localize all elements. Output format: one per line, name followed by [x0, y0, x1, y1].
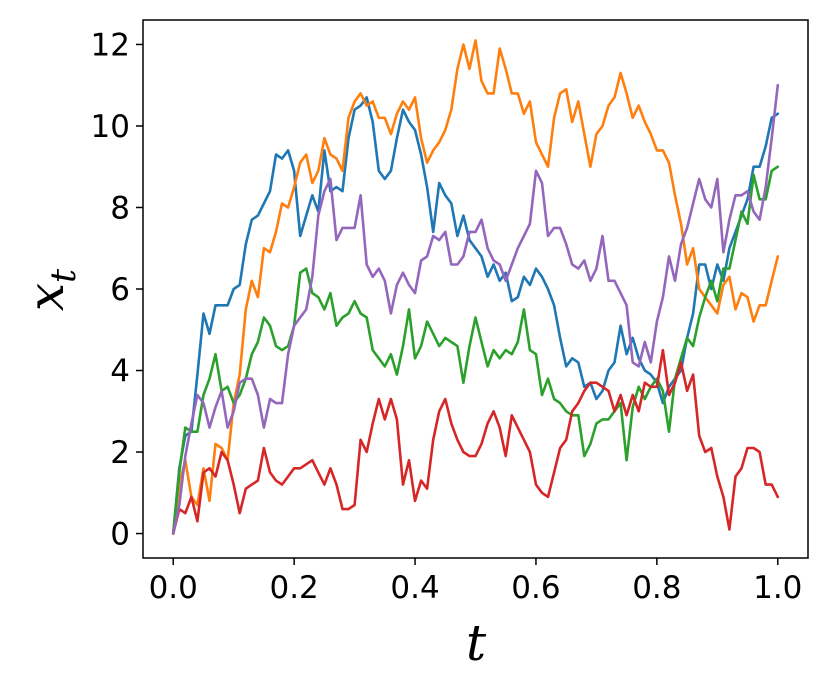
- series-line-5: [171, 83, 780, 535]
- series-line-2: [171, 39, 780, 535]
- x-tick-label: 0.4: [390, 570, 439, 606]
- x-tick-label: 0.8: [632, 570, 681, 606]
- x-tick-label: 0.0: [149, 570, 198, 606]
- y-axis-ticks: 0 2 4 6 8 10 12: [91, 27, 143, 553]
- x-tick-label: 0.6: [511, 570, 560, 606]
- y-axis-label-main: x: [17, 283, 75, 311]
- y-axis-label: xt: [17, 268, 84, 311]
- x-axis-ticks: 0.0 0.2 0.4 0.6 0.8 1.0: [149, 558, 802, 606]
- y-tick-label: 0: [110, 517, 130, 553]
- y-tick-label: 12: [91, 27, 130, 63]
- series-layer: [171, 39, 780, 535]
- x-tick-label: 0.2: [269, 570, 318, 606]
- y-tick-label: 4: [110, 354, 130, 390]
- y-tick-label: 10: [91, 109, 130, 145]
- x-axis-label: t: [466, 614, 487, 672]
- y-tick-label: 2: [110, 435, 130, 471]
- y-tick-label: 6: [110, 272, 130, 308]
- y-axis-label-subscript: t: [44, 268, 84, 283]
- series-line-4: [171, 348, 780, 535]
- y-tick-label: 8: [110, 190, 130, 226]
- series-line-1: [171, 96, 780, 535]
- series-line-3: [171, 165, 780, 535]
- x-tick-label: 1.0: [753, 570, 802, 606]
